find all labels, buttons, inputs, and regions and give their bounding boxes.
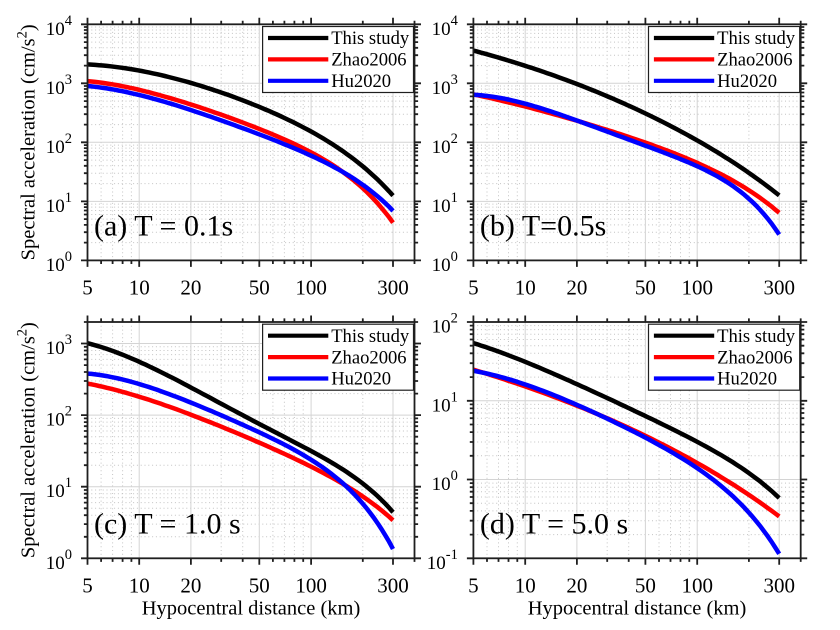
- svg-text:101: 101: [46, 475, 72, 502]
- svg-text:300: 300: [763, 574, 795, 598]
- svg-text:20: 20: [566, 574, 587, 598]
- svg-text:This study: This study: [717, 28, 796, 49]
- svg-text:Zhao2006: Zhao2006: [717, 347, 792, 368]
- svg-text:100: 100: [432, 468, 458, 495]
- svg-text:50: 50: [249, 574, 270, 598]
- svg-text:102: 102: [432, 311, 458, 338]
- svg-text:50: 50: [635, 574, 656, 598]
- svg-text:100: 100: [681, 276, 713, 300]
- svg-text:20: 20: [180, 276, 201, 300]
- svg-text:20: 20: [180, 574, 201, 598]
- svg-text:10: 10: [515, 276, 536, 300]
- svg-text:10-1: 10-1: [427, 547, 458, 574]
- svg-text:300: 300: [763, 276, 795, 300]
- svg-text:Spectral acceleration (cm/s2): Spectral acceleration (cm/s2): [15, 24, 40, 260]
- svg-text:101: 101: [432, 389, 458, 416]
- svg-text:Zhao2006: Zhao2006: [331, 50, 406, 71]
- svg-text:300: 300: [377, 276, 409, 300]
- svg-text:102: 102: [46, 131, 72, 158]
- svg-text:100: 100: [46, 547, 72, 574]
- svg-text:103: 103: [432, 72, 458, 99]
- svg-text:(d) T = 5.0 s: (d) T = 5.0 s: [480, 507, 628, 540]
- svg-text:103: 103: [46, 72, 72, 99]
- svg-text:5: 5: [82, 276, 93, 300]
- svg-text:5: 5: [468, 276, 479, 300]
- svg-text:(a) T = 0.1s: (a) T = 0.1s: [94, 210, 233, 243]
- svg-text:Hypocentral distance (km): Hypocentral distance (km): [142, 598, 361, 620]
- svg-text:50: 50: [635, 276, 656, 300]
- svg-text:20: 20: [566, 276, 587, 300]
- svg-text:100: 100: [681, 574, 713, 598]
- svg-text:Zhao2006: Zhao2006: [331, 347, 406, 368]
- svg-text:Hu2020: Hu2020: [331, 369, 391, 390]
- svg-text:Hu2020: Hu2020: [717, 369, 777, 390]
- svg-text:10: 10: [129, 574, 150, 598]
- svg-text:(b) T=0.5s: (b) T=0.5s: [480, 210, 606, 243]
- svg-text:5: 5: [468, 574, 479, 598]
- svg-text:102: 102: [46, 404, 72, 431]
- svg-text:Zhao2006: Zhao2006: [717, 50, 792, 71]
- svg-text:Hypocentral distance (km): Hypocentral distance (km): [528, 598, 747, 620]
- svg-text:Hu2020: Hu2020: [331, 71, 391, 92]
- svg-text:104: 104: [432, 13, 459, 40]
- svg-text:50: 50: [249, 276, 270, 300]
- svg-text:100: 100: [432, 249, 458, 276]
- svg-text:100: 100: [46, 249, 72, 276]
- svg-text:(c) T = 1.0 s: (c) T = 1.0 s: [94, 507, 241, 540]
- svg-text:This study: This study: [331, 28, 410, 49]
- svg-text:104: 104: [46, 13, 73, 40]
- svg-text:300: 300: [377, 574, 409, 598]
- svg-text:This study: This study: [717, 326, 796, 347]
- svg-text:100: 100: [295, 276, 327, 300]
- svg-text:Hu2020: Hu2020: [717, 71, 777, 92]
- svg-text:103: 103: [46, 332, 72, 359]
- svg-text:101: 101: [46, 190, 72, 217]
- svg-text:10: 10: [515, 574, 536, 598]
- svg-text:10: 10: [129, 276, 150, 300]
- svg-text:100: 100: [295, 574, 327, 598]
- svg-text:102: 102: [432, 131, 458, 158]
- svg-text:5: 5: [82, 574, 93, 598]
- svg-text:Spectral acceleration (cm/s2): Spectral acceleration (cm/s2): [15, 322, 40, 558]
- svg-text:101: 101: [432, 190, 458, 217]
- svg-text:This study: This study: [331, 326, 410, 347]
